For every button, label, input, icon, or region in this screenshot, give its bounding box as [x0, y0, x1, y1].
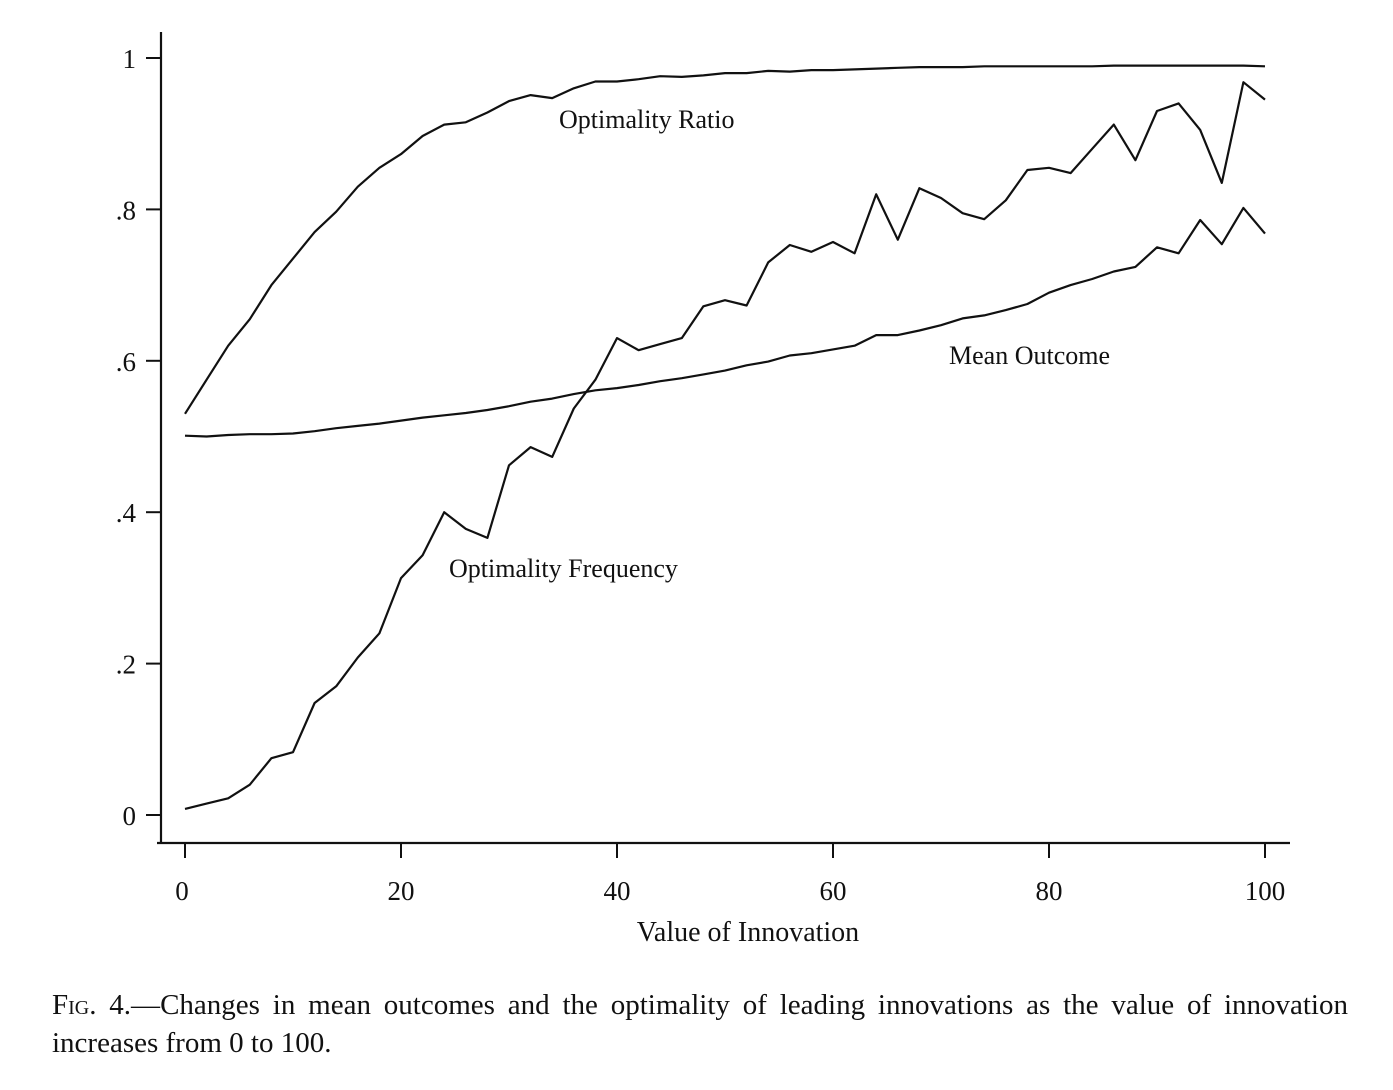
x-tick-label: 0 [175, 876, 189, 906]
y-ticks: 0 .2 .4 .6 .8 1 [116, 44, 161, 831]
y-tick-label: 0 [123, 801, 137, 831]
series-line-mean-outcome [184, 206, 1266, 438]
y-tick-label: .6 [116, 347, 136, 377]
y-tick-label: .4 [116, 498, 137, 528]
figure-caption: Fig. 4.—Changes in mean outcomes and the… [30, 986, 1348, 1062]
x-tick-label: 60 [820, 876, 847, 906]
series-line-optimality-frequency [184, 81, 1266, 810]
x-tick-label: 100 [1245, 876, 1286, 906]
x-tick-label: 80 [1036, 876, 1063, 906]
axes [157, 32, 1290, 845]
chart: 0 .2 .4 .6 .8 1 0 20 40 60 80 100 Value of Innovat… [116, 32, 1290, 948]
caption-text: Changes in mean outcomes and the optimal… [52, 989, 1348, 1059]
y-tick-label: .2 [116, 650, 136, 680]
y-tick-label: 1 [123, 44, 137, 74]
annotation-optimality-frequency: Optimality Frequency [449, 554, 678, 583]
figure-label: Fig. 4.— [30, 989, 204, 1023]
x-ticks: 0 20 40 60 80 100 [175, 843, 1285, 906]
annotation-optimality-ratio: Optimality Ratio [559, 105, 735, 134]
series-lines [184, 64, 1266, 810]
x-tick-label: 40 [604, 876, 631, 906]
x-tick-label: 20 [388, 876, 415, 906]
y-tick-label: .8 [116, 195, 136, 225]
annotation-mean-outcome: Mean Outcome [949, 341, 1110, 370]
x-axis-title: Value of Innovation [637, 917, 859, 948]
series-line-optimality-ratio [184, 64, 1266, 415]
figure-label-text: Fig. 4.— [52, 989, 161, 1021]
